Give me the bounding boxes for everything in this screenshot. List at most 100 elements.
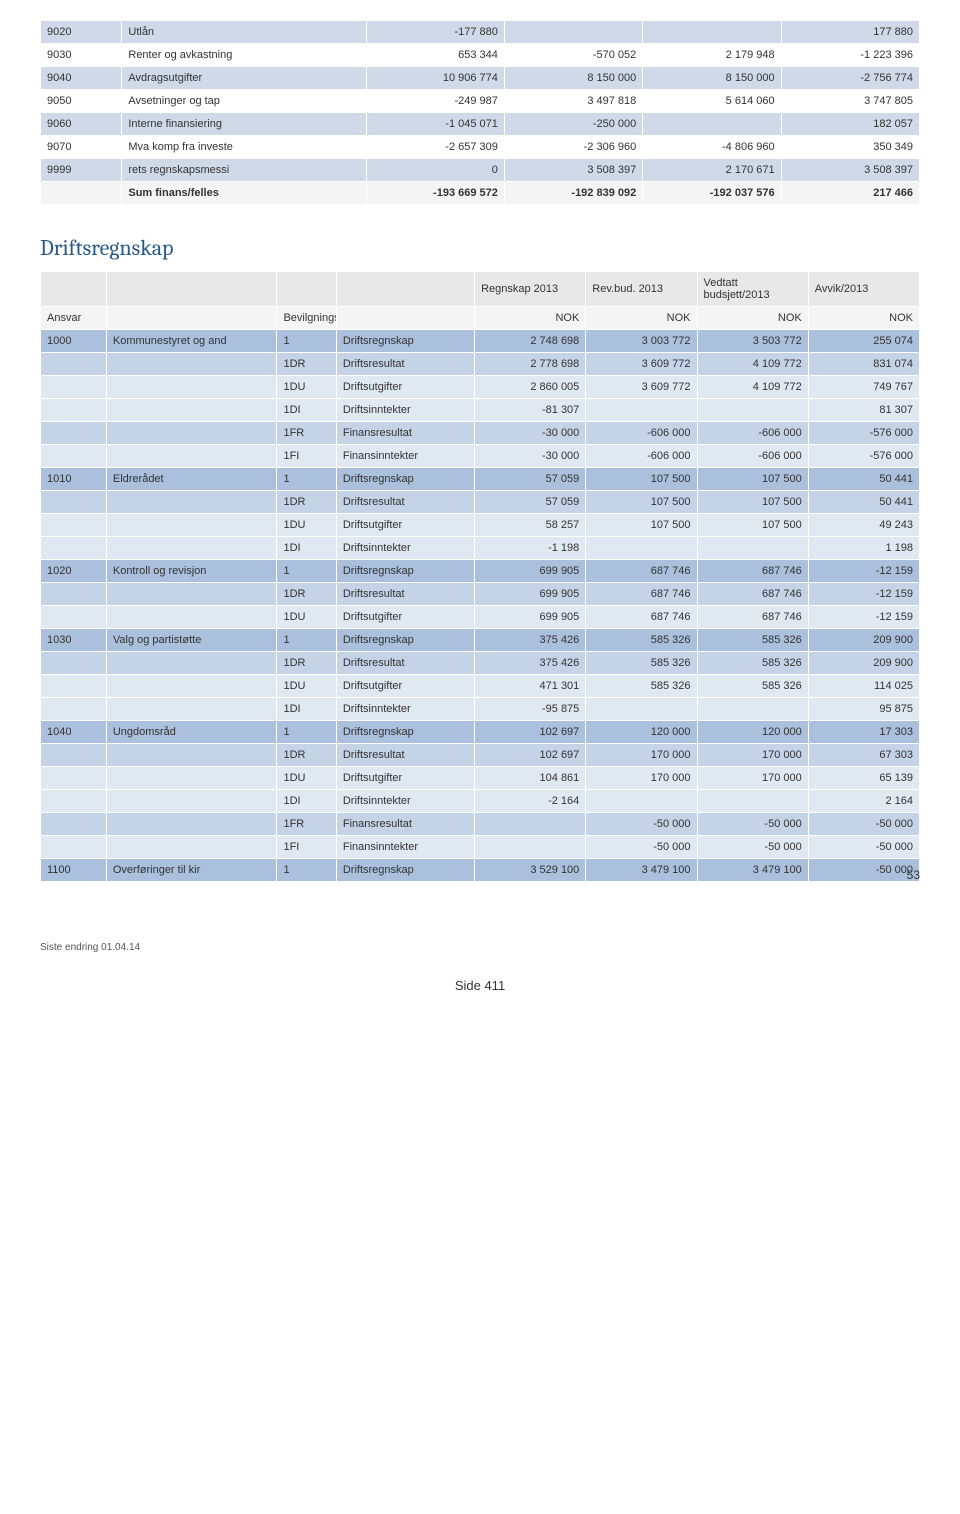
cell: -30 000 <box>475 422 586 445</box>
cell: Vedtatt budsjett/2013 <box>697 272 808 307</box>
cell: NOK <box>586 307 697 330</box>
cell <box>41 514 107 537</box>
cell: -12 159 <box>808 560 919 583</box>
cell <box>106 813 277 836</box>
side-label: Side 411 <box>40 978 920 993</box>
cell: 3 508 397 <box>504 159 642 182</box>
cell <box>106 652 277 675</box>
cell: Ansvar <box>41 307 107 330</box>
cell <box>277 272 336 307</box>
cell: -576 000 <box>808 445 919 468</box>
cell: Driftsresultat <box>336 491 474 514</box>
cell: Driftsregnskap <box>336 330 474 353</box>
cell <box>106 514 277 537</box>
cell: 1 <box>277 721 336 744</box>
cell <box>336 272 474 307</box>
cell: -250 000 <box>504 113 642 136</box>
cell <box>41 376 107 399</box>
cell: 1 <box>277 560 336 583</box>
table-row: 1DUDriftsutgifter58 257107 500107 50049 … <box>41 514 920 537</box>
cell: 687 746 <box>586 583 697 606</box>
cell <box>106 836 277 859</box>
cell: -50 000 <box>808 813 919 836</box>
cell: -12 159 <box>808 606 919 629</box>
cell <box>586 537 697 560</box>
cell <box>643 21 781 44</box>
cell <box>106 376 277 399</box>
cell: 107 500 <box>697 514 808 537</box>
table-row: 1DRDriftsresultat102 697170 000170 00067… <box>41 744 920 767</box>
cell: 107 500 <box>586 491 697 514</box>
cell: 170 000 <box>586 744 697 767</box>
cell: 1DR <box>277 744 336 767</box>
table-row: 1010Eldrerådet1Driftsregnskap57 059107 5… <box>41 468 920 491</box>
cell: -2 164 <box>475 790 586 813</box>
cell: 3 003 772 <box>586 330 697 353</box>
cell: rets regnskapsmessi <box>122 159 366 182</box>
cell: Driftsregnskap <box>336 560 474 583</box>
cell: 2 748 698 <box>475 330 586 353</box>
cell: 1030 <box>41 629 107 652</box>
table-row: 1FRFinansresultat-50 000-50 000-50 000 <box>41 813 920 836</box>
cell: 1DR <box>277 353 336 376</box>
cell <box>336 307 474 330</box>
cell: 2 164 <box>808 790 919 813</box>
cell: 4 109 772 <box>697 353 808 376</box>
cell <box>106 583 277 606</box>
cell: 209 900 <box>808 629 919 652</box>
cell <box>106 307 277 330</box>
cell: Regnskap 2013 <box>475 272 586 307</box>
cell: 375 426 <box>475 652 586 675</box>
cell: 67 303 <box>808 744 919 767</box>
cell <box>586 698 697 721</box>
cell: Kontroll og revisjon <box>106 560 277 583</box>
cell: Kommunestyret og and <box>106 330 277 353</box>
cell: 471 301 <box>475 675 586 698</box>
cell: -2 306 960 <box>504 136 642 159</box>
cell: -606 000 <box>586 445 697 468</box>
cell: Driftsregnskap <box>336 721 474 744</box>
table-finans: 9020Utlån-177 880177 8809030Renter og av… <box>40 20 920 205</box>
cell: 687 746 <box>697 583 808 606</box>
cell: 1040 <box>41 721 107 744</box>
cell: 687 746 <box>586 560 697 583</box>
table-row: 1DRDriftsresultat699 905687 746687 746-1… <box>41 583 920 606</box>
cell: -1 198 <box>475 537 586 560</box>
cell: Driftsutgifter <box>336 514 474 537</box>
cell: 1020 <box>41 560 107 583</box>
cell <box>697 537 808 560</box>
cell: 3 503 772 <box>697 330 808 353</box>
cell: 375 426 <box>475 629 586 652</box>
cell: 585 326 <box>586 652 697 675</box>
cell: -570 052 <box>504 44 642 67</box>
cell: 217 466 <box>781 182 919 205</box>
cell: Driftsutgifter <box>336 675 474 698</box>
cell <box>41 744 107 767</box>
cell: 107 500 <box>697 468 808 491</box>
table-driftsregnskap: Regnskap 2013Rev.bud. 2013Vedtatt budsje… <box>40 271 920 882</box>
cell: 1010 <box>41 468 107 491</box>
cell <box>41 583 107 606</box>
cell: 1FI <box>277 836 336 859</box>
cell: 1DU <box>277 675 336 698</box>
cell: Driftsresultat <box>336 583 474 606</box>
cell: 653 344 <box>366 44 504 67</box>
cell: 1000 <box>41 330 107 353</box>
cell <box>697 698 808 721</box>
cell: Utlån <box>122 21 366 44</box>
cell: Driftsutgifter <box>336 767 474 790</box>
cell: 114 025 <box>808 675 919 698</box>
table-row: 1DRDriftsresultat2 778 6983 609 7724 109… <box>41 353 920 376</box>
cell: 1DR <box>277 583 336 606</box>
cell: -1 045 071 <box>366 113 504 136</box>
cell: NOK <box>475 307 586 330</box>
table-row: 1DIDriftsinntekter-95 87595 875 <box>41 698 920 721</box>
table-row: 9030Renter og avkastning653 344-570 0522… <box>41 44 920 67</box>
cell: -4 806 960 <box>643 136 781 159</box>
cell <box>41 399 107 422</box>
cell: Valg og partistøtte <box>106 629 277 652</box>
cell: Sum finans/felles <box>122 182 366 205</box>
cell: 1 <box>277 629 336 652</box>
cell: 170 000 <box>697 767 808 790</box>
cell: 687 746 <box>697 606 808 629</box>
